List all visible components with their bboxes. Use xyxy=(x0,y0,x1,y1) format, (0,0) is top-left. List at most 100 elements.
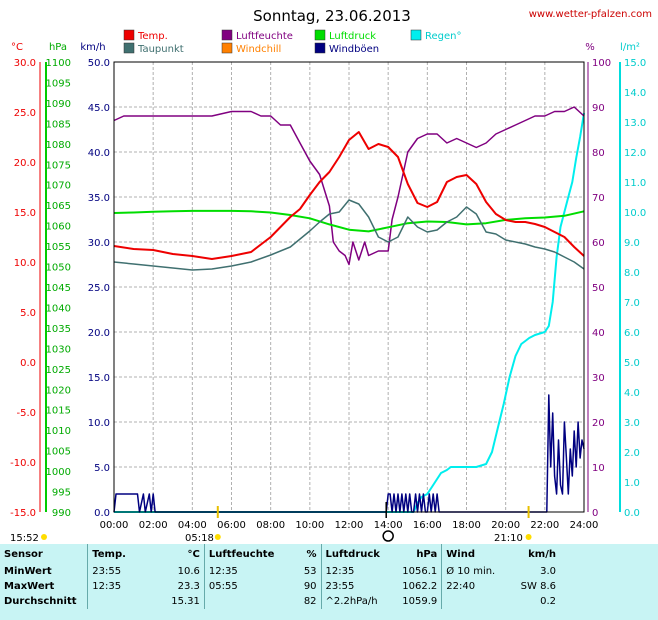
y-tick-label-pressure: 1030 xyxy=(46,344,71,355)
y-tick-label-pressure: 990 xyxy=(52,508,71,519)
y-tick-label-pressure: 1100 xyxy=(46,58,71,69)
y-tick-label-humidity: 20 xyxy=(592,418,605,429)
stats-cell: 0.2 xyxy=(540,596,556,607)
y-tick-label-rain: 11.0 xyxy=(624,178,646,189)
y-tick-label-pressure: 1020 xyxy=(46,385,71,396)
legend-label: Temp. xyxy=(137,31,168,42)
weather-chart: Sonntag, 23.06.2013 www.wetter-pfalzen.c… xyxy=(10,7,652,544)
stats-cell: SW 8.6 xyxy=(520,581,556,592)
sunset-label: 21:10 xyxy=(494,533,523,544)
y-tick-label-pressure: 995 xyxy=(52,488,71,499)
stats-cell: 23:55 xyxy=(320,579,393,594)
stats-row-label: MinWert xyxy=(4,566,52,577)
stats-row-label: MaxWert xyxy=(4,581,55,592)
unit-humidity: % xyxy=(585,42,595,53)
y-tick-label-pressure: 1050 xyxy=(46,263,71,274)
y-tick-label-wind: 35.0 xyxy=(88,193,110,204)
legend-label: Windböen xyxy=(329,44,379,55)
y-tick-label-wind: 45.0 xyxy=(88,103,110,114)
x-tick-label: 12:00 xyxy=(335,520,364,531)
x-tick-label: 04:00 xyxy=(178,520,207,531)
grid xyxy=(114,62,584,512)
y-tick-label-pressure: 1035 xyxy=(46,324,71,335)
y-tick-label-rain: 9.0 xyxy=(624,238,640,249)
y-tick-label-temp: 25.0 xyxy=(14,108,36,119)
y-tick-label-temp: -5.0 xyxy=(16,408,36,419)
y-tick-label-humidity: 0 xyxy=(592,508,598,519)
y-tick-label-pressure: 1070 xyxy=(46,181,71,192)
stats-cell: 82 xyxy=(303,596,317,607)
y-tick-label-humidity: 80 xyxy=(592,148,605,159)
legend: Temp. Taupunkt Luftfeuchte Windchill Luftdru… xyxy=(123,29,462,55)
y-tick-label-pressure: 1065 xyxy=(46,201,71,212)
y-tick-label-pressure: 1075 xyxy=(46,160,71,171)
x-tick-label: 06:00 xyxy=(217,520,246,531)
y-tick-label-pressure: 1015 xyxy=(46,406,71,417)
legend-swatch xyxy=(123,29,135,41)
stats-panel: Sensor Temp. °C Luftfeuchte % Luftdruck … xyxy=(0,544,658,620)
unit-rain: l/m² xyxy=(620,42,640,53)
y-tick-label-temp: 0.0 xyxy=(20,358,36,369)
y-tick-label-rain: 13.0 xyxy=(624,118,646,129)
sun-icon xyxy=(525,534,532,540)
stats-cell: 53 xyxy=(303,566,317,577)
y-tick-label-humidity: 30 xyxy=(592,373,605,384)
plot-area xyxy=(113,106,585,513)
stats-cell: 3.0 xyxy=(540,566,556,577)
y-tick-label-pressure: 1095 xyxy=(46,78,71,89)
y-tick-label-rain: 1.0 xyxy=(624,478,640,489)
stats-header-row: Sensor Temp. °C Luftfeuchte % Luftdruck … xyxy=(0,544,560,564)
y-tick-label-pressure: 1025 xyxy=(46,365,71,376)
legend-swatch xyxy=(314,42,326,54)
stats-header-wind: Wind xyxy=(441,544,508,564)
y-tick-label-temp: 10.0 xyxy=(14,258,36,269)
y-tick-label-pressure: 1060 xyxy=(46,222,71,233)
y-tick-label-rain: 10.0 xyxy=(624,208,646,219)
legend-swatch xyxy=(221,42,233,54)
chart-title: Sonntag, 23.06.2013 xyxy=(253,7,411,25)
moon-icon xyxy=(382,530,394,542)
x-tick-label: 18:00 xyxy=(452,520,481,531)
y-tick-label-humidity: 40 xyxy=(592,328,605,339)
y-tick-label-wind: 5.0 xyxy=(94,463,110,474)
y-tick-label-temp: -15.0 xyxy=(10,508,36,519)
sun-icon xyxy=(41,534,47,540)
site-link[interactable]: www.wetter-pfalzen.com xyxy=(529,9,652,20)
x-tick-label: 14:00 xyxy=(374,520,403,531)
stats-cell: 12:35 xyxy=(87,579,156,594)
series-line-regen xyxy=(114,112,585,513)
y-tick-label-temp: -10.0 xyxy=(10,458,36,469)
y-tick-label-rain: 7.0 xyxy=(624,298,640,309)
y-tick-label-pressure: 1000 xyxy=(46,467,71,478)
stats-cell: ^2.2hPa/h xyxy=(320,594,393,609)
stats-cell: 1056.1 xyxy=(402,566,438,577)
y-tick-label-rain: 15.0 xyxy=(624,58,646,69)
legend-swatch xyxy=(123,42,135,54)
y-tick-label-humidity: 10 xyxy=(592,463,605,474)
y-tick-label-pressure: 1080 xyxy=(46,140,71,151)
y-tick-label-wind: 40.0 xyxy=(88,148,110,159)
unit-pressure: hPa xyxy=(49,42,67,53)
y-tick-label-rain: 12.0 xyxy=(624,148,646,159)
x-tick-label: 16:00 xyxy=(413,520,442,531)
y-tick-label-temp: 5.0 xyxy=(20,308,36,319)
legend-label: Luftdruck xyxy=(329,31,376,42)
unit-wind: km/h xyxy=(80,42,105,53)
x-tick-label: 08:00 xyxy=(256,520,285,531)
y-tick-label-wind: 0.0 xyxy=(94,508,110,519)
y-tick-label-wind: 20.0 xyxy=(88,328,110,339)
y-tick-label-rain: 0.0 xyxy=(624,508,640,519)
y-tick-label-pressure: 1040 xyxy=(46,303,71,314)
series-line-luftfeuchte xyxy=(113,106,585,266)
stats-header-pressure-unit: hPa xyxy=(416,548,438,560)
stats-header-humidity-unit: % xyxy=(306,548,317,560)
legend-swatch xyxy=(221,29,233,41)
stats-row-label: Durchschnitt xyxy=(4,596,77,607)
y-tick-label-temp: 15.0 xyxy=(14,208,36,219)
y-tick-label-humidity: 50 xyxy=(592,283,605,294)
y-tick-label-wind: 25.0 xyxy=(88,283,110,294)
stats-cell: 90 xyxy=(303,581,317,592)
y-tick-label-humidity: 60 xyxy=(592,238,605,249)
y-tick-label-wind: 30.0 xyxy=(88,238,110,249)
y-tick-label-rain: 14.0 xyxy=(624,88,646,99)
